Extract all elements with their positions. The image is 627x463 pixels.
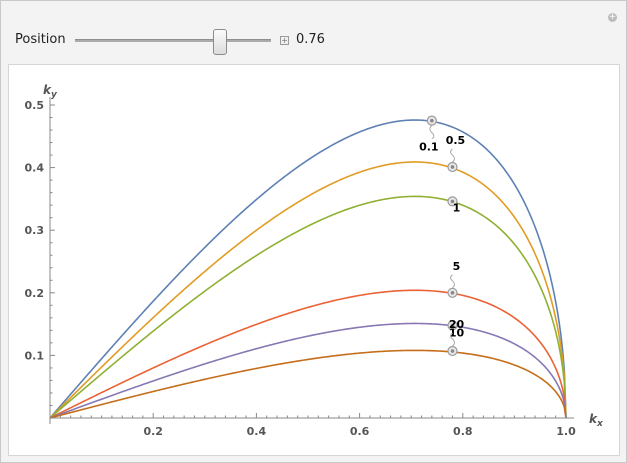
callout-connector: [449, 332, 455, 347]
plus-icon[interactable]: +: [280, 36, 289, 45]
point-marker-dot: [450, 349, 455, 353]
position-slider-track[interactable]: [75, 39, 271, 42]
x-tick-label: 0.4: [247, 425, 267, 438]
x-tick-label: 0.6: [350, 425, 370, 438]
point-marker-dot: [450, 291, 455, 295]
position-slider-thumb[interactable]: [213, 29, 228, 55]
callout-connector: [449, 274, 455, 289]
y-tick-label: 0.1: [25, 349, 45, 362]
x-tick-label: 1.0: [556, 425, 576, 438]
y-tick-label: 0.4: [25, 162, 45, 175]
plot-panel: 0.1 0.5 1 5 10 20 0.2 0.4 0.6 0.8 1.0 0.1 0.2 0.3 0.4…: [8, 64, 620, 456]
series-line-1: [49, 195, 567, 419]
y-tick-label: 0.2: [25, 287, 45, 300]
callout-connector: [429, 125, 435, 140]
x-axis-title: kx: [589, 412, 604, 429]
x-tick-label: 0.8: [453, 425, 473, 438]
position-control: Position + 0.76: [15, 29, 575, 55]
series-label-0.5: 0.5: [446, 134, 466, 147]
position-label: Position: [15, 32, 66, 47]
point-marker-dot: [450, 199, 455, 204]
series-label-20: 20: [449, 318, 465, 331]
series-line-0.1: [49, 119, 567, 419]
callout-connector: [449, 148, 455, 163]
series-label-1: 1: [453, 201, 461, 214]
series-line-0.5: [49, 161, 567, 419]
y-tick-label: 0.3: [25, 224, 45, 237]
y-tick-label: 0.5: [25, 99, 45, 112]
series-line-20: [49, 349, 567, 419]
series-label-10: 10: [449, 326, 465, 339]
series-label-5: 5: [453, 260, 461, 273]
position-value: 0.76: [296, 32, 325, 47]
series-label-0.1: 0.1: [419, 141, 439, 154]
series-line-5: [49, 289, 567, 419]
point-marker-dot: [450, 323, 455, 328]
x-tick-label: 0.2: [143, 425, 163, 438]
point-marker-dot: [430, 118, 434, 123]
point-marker-dot: [450, 165, 455, 169]
series-line-10: [49, 322, 567, 419]
y-axis-title: ky: [43, 83, 58, 100]
add-circle-icon[interactable]: +: [608, 12, 617, 22]
